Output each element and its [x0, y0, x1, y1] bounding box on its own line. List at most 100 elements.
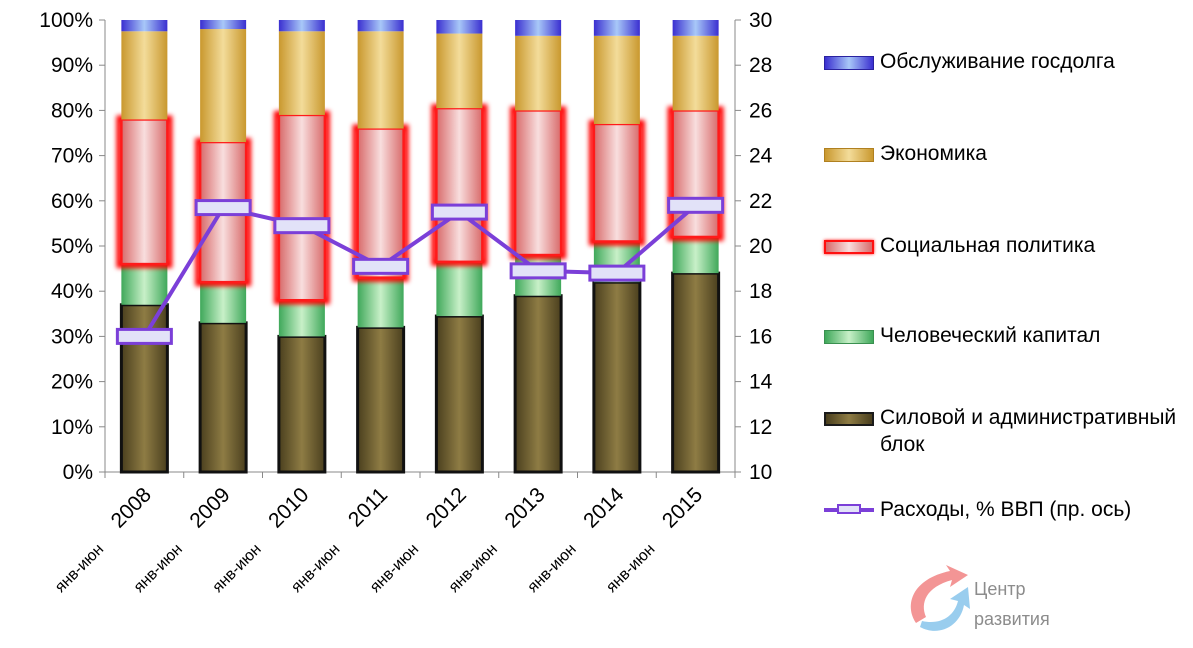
bar-debt	[200, 20, 247, 30]
bar-economy	[672, 35, 719, 111]
bar-economy	[200, 29, 247, 143]
right-axis-tick-label: 28	[749, 54, 772, 77]
left-axis-tick-label: 20%	[51, 371, 93, 394]
bar-economy	[278, 31, 325, 115]
spending-marker	[588, 264, 646, 282]
legend-item-spending: Расходы, % ВВП (пр. ось)	[818, 496, 1193, 566]
legend-label: Человеческий капитал	[880, 324, 1101, 347]
bar-debt	[515, 20, 562, 36]
logo-icon	[910, 565, 970, 631]
left-axis-tick-label: 90%	[51, 54, 93, 77]
bar-human-capital	[278, 300, 325, 337]
right-axis-tick-label: 10	[749, 461, 772, 484]
axes: 0% 10% 20% 30% 40% 50% 60% 70% 80% 90% 100% 10 12 14 1…	[39, 9, 772, 484]
bar-social	[120, 118, 169, 266]
legend-swatch-debt	[824, 56, 874, 70]
left-axis-tick-label: 100%	[39, 9, 93, 32]
legend-swatch-economy	[824, 148, 874, 162]
spending-marker	[273, 217, 331, 235]
right-axis-tick-label: 18	[749, 280, 772, 303]
spending-marker	[430, 203, 488, 221]
bar-security	[513, 294, 563, 474]
bar-social	[671, 109, 720, 239]
line-series	[115, 196, 725, 345]
spending-marker	[115, 327, 173, 345]
bar-social	[592, 122, 642, 243]
x-axis-category-label: 2010	[264, 483, 313, 532]
spending-marker	[667, 196, 725, 214]
left-axis-tick-label: 60%	[51, 190, 93, 213]
right-axis-tick-label: 22	[749, 190, 772, 213]
legend-item-debt: Обслуживание госдолга	[818, 48, 1193, 108]
x-axis-category-sublabel: янв-июн	[367, 541, 422, 596]
bar-human-capital	[436, 261, 483, 317]
x-axis-category-sublabel: янв-июн	[52, 541, 107, 596]
x-axis-category-sublabel: янв-июн	[603, 541, 658, 596]
x-axis-category-sublabel: янв-июн	[446, 541, 501, 596]
bar-security	[671, 271, 721, 474]
x-axis-category-label: 2013	[500, 483, 549, 532]
x-axis-category-label: 2009	[185, 483, 234, 532]
x-axis-labels: 2008янв-июн2009янв-июн2010янв-июн2011янв…	[52, 483, 707, 596]
legend-label: Социальная политика	[880, 234, 1096, 257]
bar-security	[356, 325, 406, 474]
right-axis-tick-label: 12	[749, 416, 772, 439]
bar-economy	[436, 33, 483, 109]
legend-label: Экономика	[880, 142, 987, 165]
bar-economy	[357, 31, 404, 129]
bar-human-capital	[200, 282, 247, 323]
bar-security	[198, 321, 248, 474]
bar-debt	[593, 20, 640, 36]
bar-debt	[121, 20, 168, 32]
legend-swatch-human	[824, 330, 874, 344]
logo-text-line2: развития	[974, 609, 1050, 629]
x-axis-category-label: 2011	[344, 483, 392, 531]
bar-social	[277, 113, 327, 302]
legend-label: Силовой и административный блок	[880, 406, 1177, 456]
x-axis-category-sublabel: янв-июн	[524, 541, 579, 596]
legend-item-social: Социальная политика	[818, 232, 1193, 292]
right-axis-tick-label: 24	[749, 145, 773, 168]
x-axis-category-label: 2008	[107, 483, 156, 532]
bar-human-capital	[672, 236, 719, 274]
chart: 0% 10% 20% 30% 40% 50% 60% 70% 80% 90% 100% 10 12 14 1…	[39, 9, 772, 596]
logo-text-line1: Центр	[974, 579, 1026, 599]
bar-economy	[515, 35, 562, 111]
bar-human-capital	[121, 264, 168, 305]
legend-line-marker	[837, 504, 861, 514]
left-axis-tick-label: 80%	[51, 99, 93, 122]
legend-label: Расходы, % ВВП (пр. ось)	[880, 498, 1132, 521]
bar-economy	[121, 31, 168, 120]
spending-marker	[509, 262, 567, 280]
bar-social	[513, 109, 563, 257]
left-axis-tick-label: 0%	[63, 461, 93, 484]
right-axis-tick-label: 30	[749, 9, 772, 32]
bar-security	[592, 280, 642, 474]
legend-item-economy: Экономика	[818, 140, 1193, 200]
bar-security	[434, 314, 484, 474]
x-axis-category-label: 2012	[422, 483, 471, 532]
right-axis-tick-label: 26	[749, 99, 772, 122]
right-axis-tick-label: 20	[749, 235, 772, 258]
bar-economy	[593, 35, 640, 124]
left-axis-tick-label: 30%	[51, 325, 93, 348]
bar-debt	[357, 20, 404, 32]
spending-marker	[194, 199, 252, 217]
legend-item-human: Человеческий капитал	[818, 322, 1193, 382]
legend-swatch-security	[824, 412, 874, 426]
legend-item-security: Силовой и административный блок	[818, 404, 1193, 484]
legend-swatch-social	[824, 240, 874, 254]
right-axis-tick-label: 16	[749, 325, 772, 348]
bar-debt	[672, 20, 719, 36]
logo: Центр развития	[898, 565, 1078, 645]
spending-marker	[352, 257, 410, 275]
left-axis-tick-label: 40%	[51, 280, 93, 303]
bar-security	[277, 334, 327, 474]
bars	[116, 20, 724, 474]
x-axis-category-sublabel: янв-июн	[131, 541, 186, 596]
x-axis-category-label: 2014	[579, 483, 629, 533]
bar-debt	[436, 20, 483, 34]
bar-debt	[278, 20, 325, 32]
left-axis-tick-label: 70%	[51, 145, 93, 168]
x-axis-category-label: 2015	[658, 483, 707, 532]
